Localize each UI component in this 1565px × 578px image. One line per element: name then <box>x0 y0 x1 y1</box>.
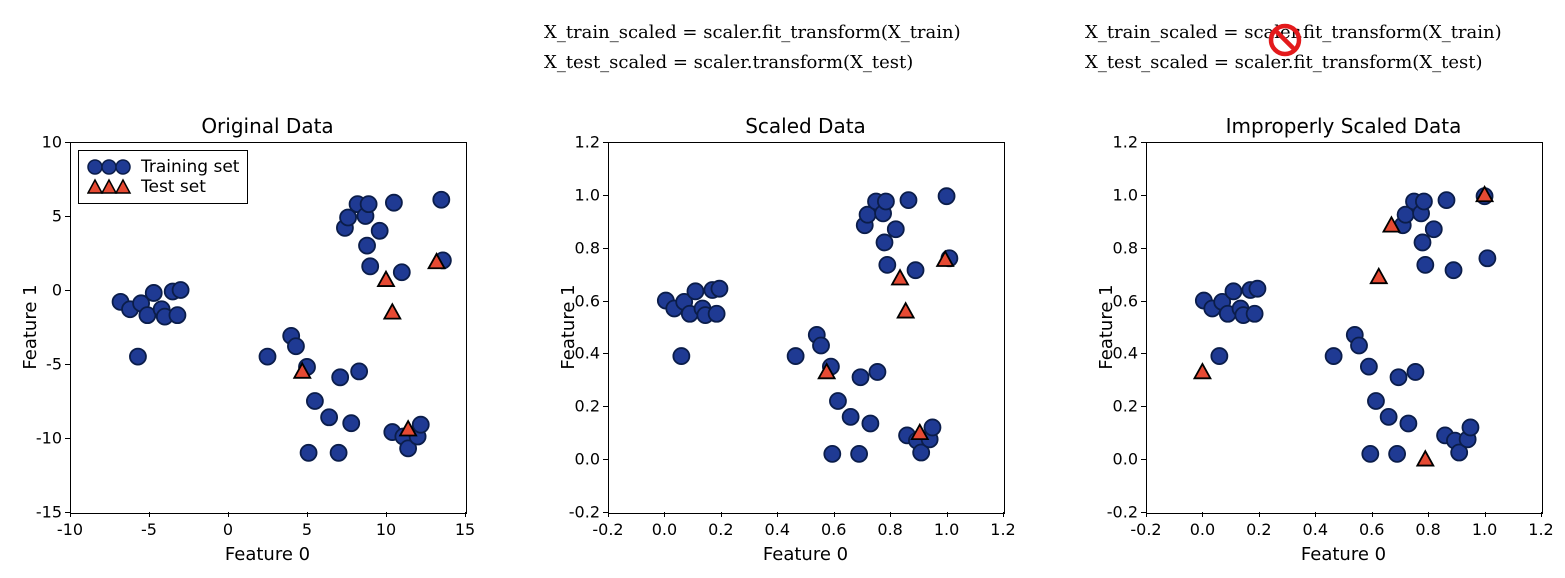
xtick-label: 1.0 <box>1472 520 1497 539</box>
xtick-label: 0.4 <box>1303 520 1328 539</box>
xtick-label: 0.8 <box>1415 520 1440 539</box>
tick-mark <box>1202 512 1203 517</box>
train-point <box>1391 369 1407 385</box>
ytick-label: 0.8 <box>1098 238 1138 257</box>
xtick-label: 0.2 <box>1246 520 1271 539</box>
train-point <box>1416 193 1432 209</box>
train-point <box>1400 415 1416 431</box>
test-point <box>1417 451 1433 465</box>
xtick-label: 1.2 <box>1528 520 1553 539</box>
train-point <box>1247 306 1263 322</box>
ytick-label: 0.4 <box>1098 344 1138 363</box>
ytick-label: 1.2 <box>1098 133 1138 152</box>
ytick-label: 1.0 <box>1098 185 1138 204</box>
tick-mark <box>1485 512 1486 517</box>
ytick-label: 0.2 <box>1098 397 1138 416</box>
train-point <box>1326 348 1342 364</box>
train-point <box>1362 446 1378 462</box>
plot-title: Improperly Scaled Data <box>1146 114 1541 138</box>
figure: X_train_scaled = scaler.fit_transform(X_… <box>0 0 1565 578</box>
subplot-improper: Improperly Scaled DataFeature 0Feature 1… <box>0 0 1565 578</box>
tick-mark <box>1141 512 1146 513</box>
train-point <box>1438 192 1454 208</box>
train-point <box>1446 262 1462 278</box>
tick-mark <box>1541 512 1542 517</box>
train-point <box>1462 419 1478 435</box>
train-point <box>1426 221 1442 237</box>
test-point <box>1194 364 1210 378</box>
train-point <box>1417 257 1433 273</box>
train-point <box>1249 281 1265 297</box>
tick-mark <box>1372 512 1373 517</box>
train-point <box>1407 364 1423 380</box>
tick-mark <box>1428 512 1429 517</box>
tick-mark <box>1259 512 1260 517</box>
xtick-label: -0.2 <box>1130 520 1161 539</box>
train-point <box>1351 338 1367 354</box>
scatter-svg <box>1146 142 1541 512</box>
train-point <box>1368 393 1384 409</box>
xtick-label: 0.0 <box>1190 520 1215 539</box>
ytick-label: 0.0 <box>1098 450 1138 469</box>
test-point <box>1371 269 1387 283</box>
train-point <box>1415 234 1431 250</box>
ytick-label: 0.6 <box>1098 291 1138 310</box>
tick-mark <box>1146 512 1147 517</box>
train-point <box>1389 446 1405 462</box>
ytick-label: -0.2 <box>1098 503 1138 522</box>
tick-mark <box>1315 512 1316 517</box>
train-point <box>1225 283 1241 299</box>
xtick-label: 0.6 <box>1359 520 1384 539</box>
train-point <box>1479 250 1495 266</box>
train-point <box>1361 359 1377 375</box>
train-point <box>1381 409 1397 425</box>
train-point <box>1211 348 1227 364</box>
xlabel: Feature 0 <box>1146 544 1541 565</box>
